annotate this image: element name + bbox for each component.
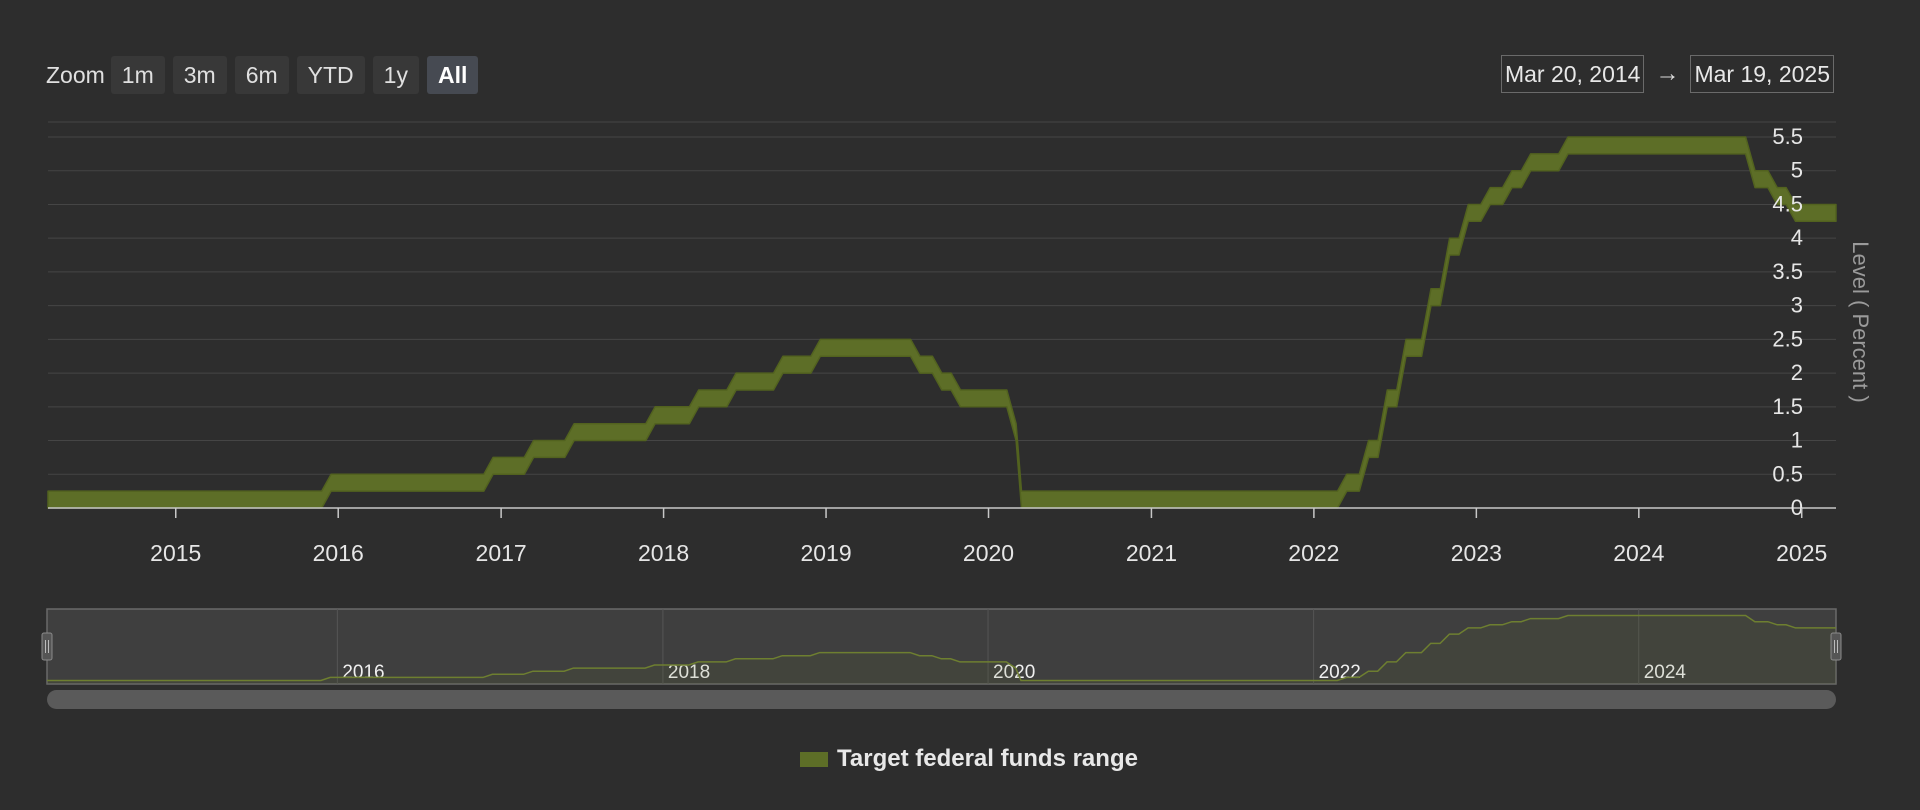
date-range-selector: Mar 20, 2014 → Mar 19, 2025 [1500,55,1834,93]
legend-item[interactable]: Target federal funds range [800,745,1138,773]
navigator-scrollbar[interactable] [47,690,1836,709]
zoom-1m-button[interactable]: 1m [110,56,165,94]
navigator: 2016 2018 2020 2022 2024 [41,608,1842,709]
x-tick-label: 2015 [150,540,201,566]
navigator-label: 2020 [993,662,1035,683]
zoom-ytd-button[interactable]: YTD [296,56,365,94]
range-to-input[interactable]: Mar 19, 2025 [1690,55,1834,93]
zoom-3m-button[interactable]: 3m [172,56,227,94]
navigator-series-fill [47,615,1836,684]
y-tick-label: 0.5 [1772,461,1803,486]
x-tick-label: 2018 [638,540,689,566]
zoom-label: Zoom [46,61,105,88]
y-tick-label: 5 [1791,158,1803,183]
x-tick-label: 2024 [1613,540,1664,566]
series-range-area [47,136,1837,509]
y-tick-label: 0 [1791,495,1803,520]
range-from-input[interactable]: Mar 20, 2014 [1500,55,1645,93]
y-axis-ticks: 0 0.5 1 1.5 2 2.5 3 3.5 4 4.5 5 5.5 [1772,124,1803,520]
handle-body [1830,632,1842,661]
navigator-right-handle[interactable] [1830,632,1842,661]
zoom-all-button[interactable]: All [426,56,479,94]
x-tick-label: 2022 [1288,540,1339,566]
x-tick-label: 2019 [800,540,851,566]
y-tick-label: 1.5 [1772,394,1803,419]
gridlines [48,121,1836,475]
range-arrow-icon: → [1655,60,1680,87]
y-tick-label: 4.5 [1772,191,1803,216]
x-tick-label: 2021 [1126,540,1177,566]
y-tick-label: 1 [1791,428,1803,453]
y-tick-label: 5.5 [1772,124,1803,149]
y-tick-label: 4 [1791,225,1803,250]
legend-label: Target federal funds range [837,745,1138,772]
y-axis-label: Level ( Percent ) [1848,241,1873,402]
x-tick-label: 2025 [1776,540,1827,566]
x-tick-label: 2016 [313,540,364,566]
legend-swatch [800,751,828,767]
x-axis-ticks: 2015 2016 2017 2018 2019 2020 2021 2022 2023 2024… [150,508,1827,566]
x-tick-label: 2017 [476,540,527,566]
navigator-label: 2024 [1644,662,1687,683]
handle-body [41,632,53,661]
navigator-label: 2018 [668,662,710,683]
y-tick-label: 2.5 [1772,326,1803,351]
y-tick-label: 2 [1791,360,1803,385]
zoom-bar: Zoom 1m 3m 6m YTD 1y All [46,56,486,94]
y-tick-label: 3 [1791,293,1803,318]
zoom-1y-button[interactable]: 1y [372,56,419,94]
zoom-6m-button[interactable]: 6m [234,56,289,94]
x-tick-label: 2020 [963,540,1014,566]
y-tick-label: 3.5 [1772,259,1803,284]
navigator-selected-range [46,608,1837,685]
x-tick-label: 2023 [1451,540,1502,566]
navigator-series-line [47,614,1836,682]
navigator-left-handle[interactable] [41,632,53,661]
series-band [47,136,1837,509]
